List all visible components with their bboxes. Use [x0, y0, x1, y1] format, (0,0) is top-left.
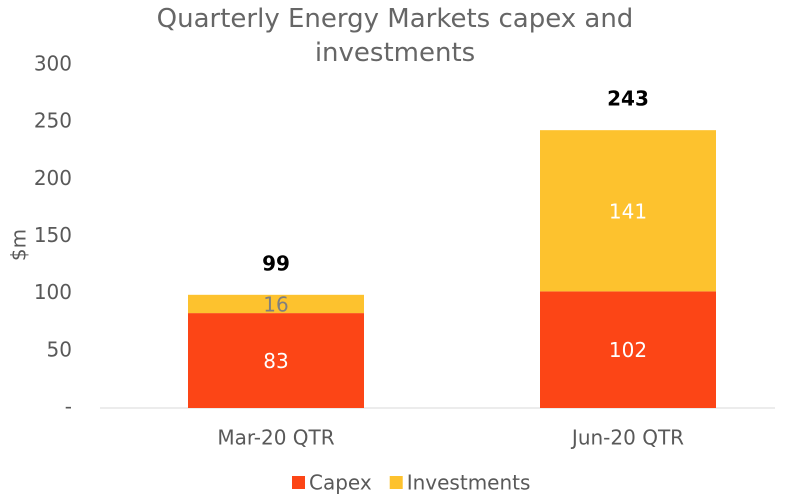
total-label: 99	[262, 251, 290, 275]
y-tick-label: 250	[34, 109, 72, 133]
chart-title: Quarterly Energy Markets capex and inves…	[156, 4, 634, 68]
legend-label: Investments	[407, 471, 531, 495]
data-label: 83	[263, 349, 288, 373]
x-tick-label: Mar-20 QTR	[217, 426, 334, 450]
legend-swatch	[389, 476, 403, 489]
data-label: 141	[609, 199, 647, 223]
y-tick-label: 100	[34, 280, 72, 304]
y-tick-label: -	[65, 395, 72, 419]
legend-label: Capex	[309, 471, 372, 495]
legend-swatch	[292, 476, 305, 489]
y-axis-label: $m	[7, 229, 31, 261]
data-label: 102	[609, 338, 647, 362]
bar-segment	[540, 130, 716, 292]
x-tick-label: Jun-20 QTR	[570, 426, 684, 450]
bar-segment	[188, 313, 364, 408]
y-tick-label: 300	[34, 52, 72, 76]
total-label: 243	[607, 87, 649, 111]
bar-segment	[540, 291, 716, 408]
y-tick-label: 50	[47, 337, 72, 361]
data-label: 16	[263, 292, 288, 316]
y-tick-label: 150	[34, 223, 72, 247]
bar-segment	[188, 294, 364, 314]
y-tick-label: 200	[34, 166, 72, 190]
